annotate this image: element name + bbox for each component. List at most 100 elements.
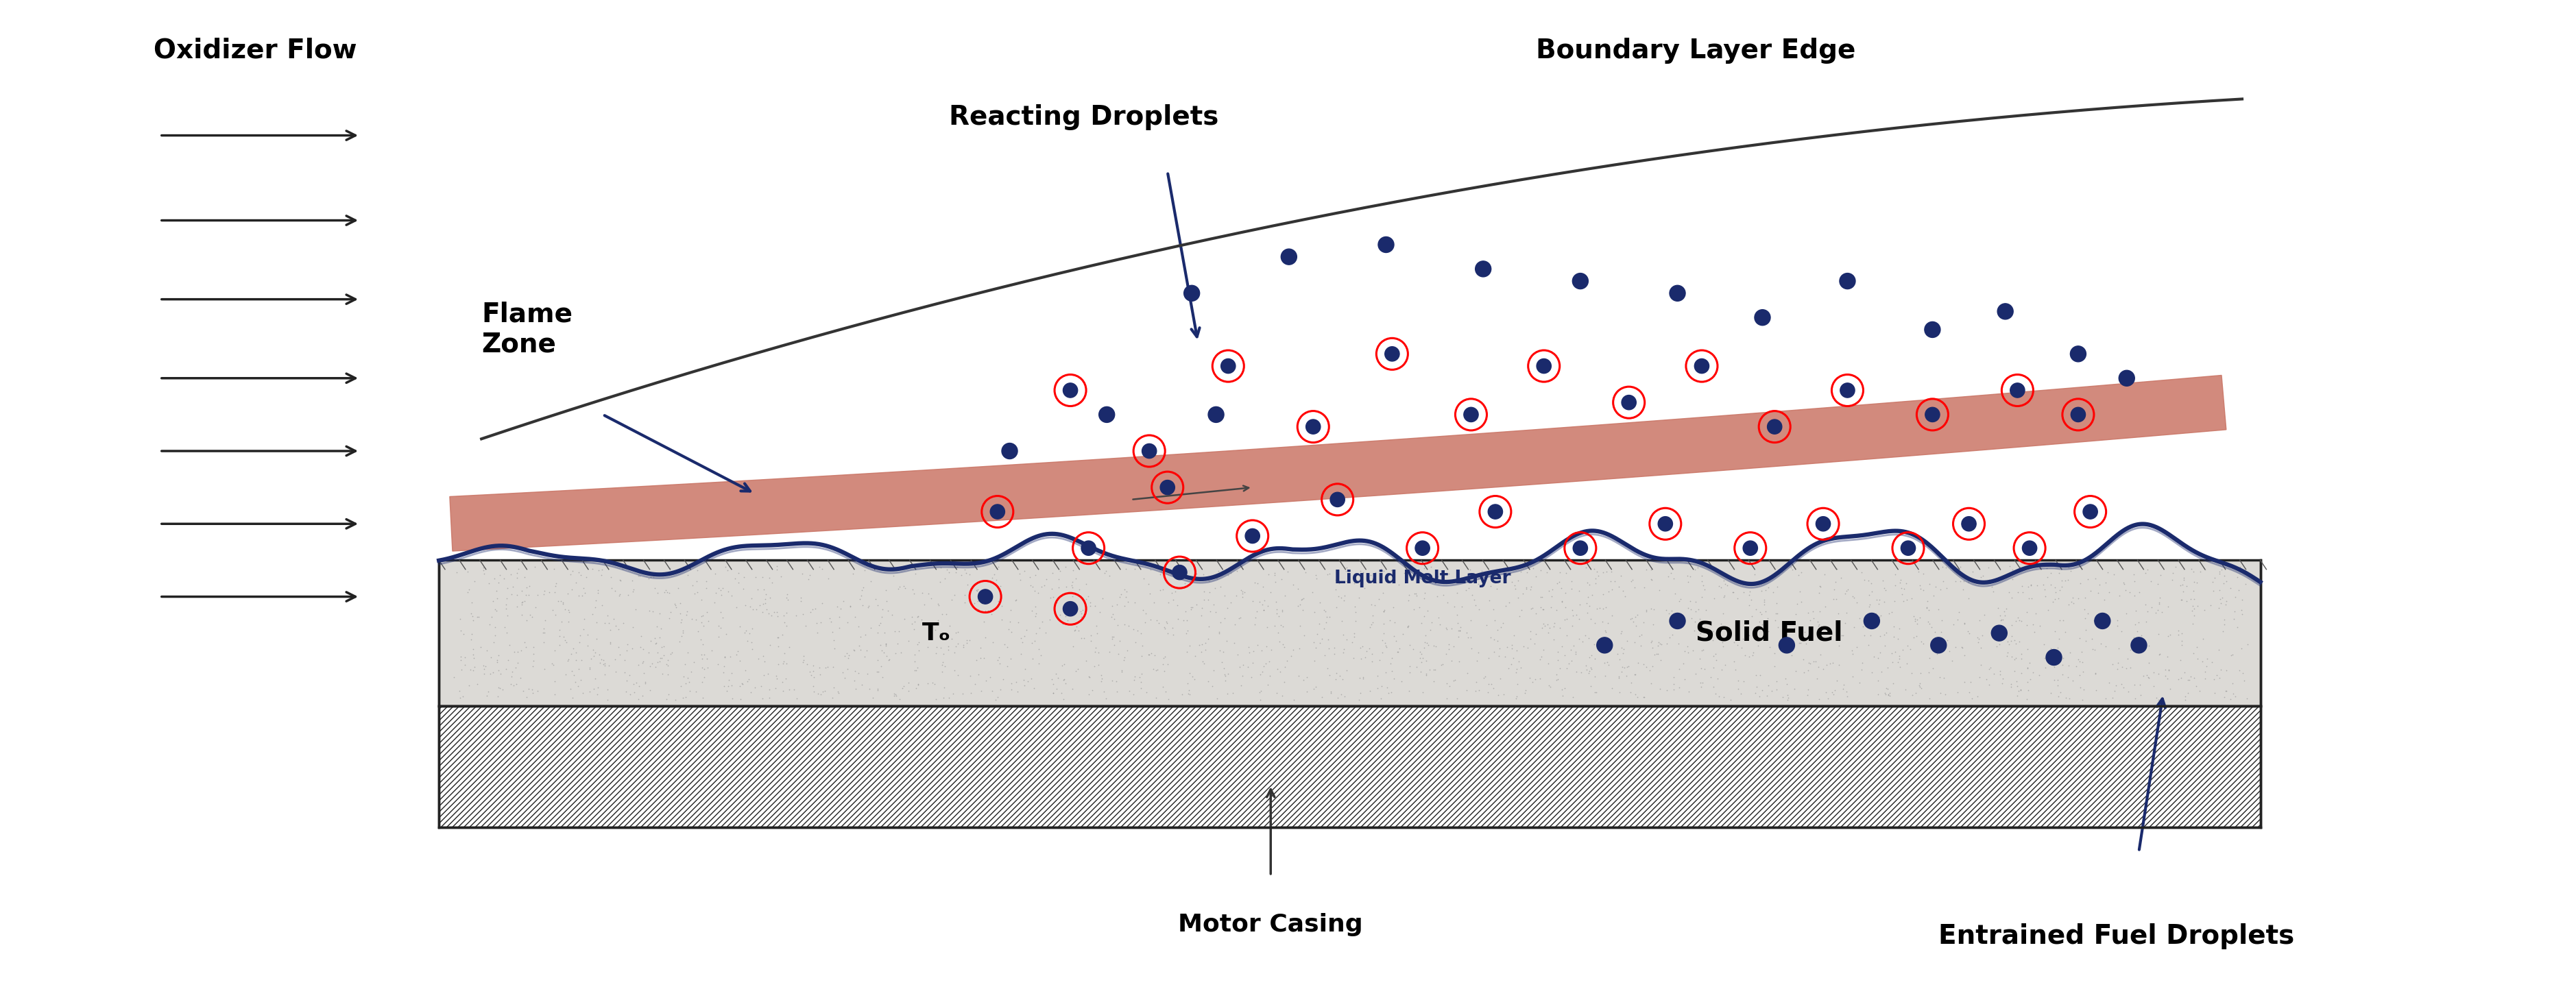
Point bbox=[1899, 679, 1940, 695]
Point bbox=[618, 568, 659, 583]
Point bbox=[1728, 587, 1770, 603]
Point bbox=[1734, 685, 1775, 701]
Point bbox=[2128, 670, 2169, 686]
Point bbox=[1363, 563, 1404, 578]
Point bbox=[1350, 597, 1391, 613]
Point bbox=[559, 565, 600, 580]
Point bbox=[1862, 580, 1904, 596]
Point bbox=[840, 638, 881, 653]
Point bbox=[574, 681, 616, 697]
Point bbox=[1388, 593, 1430, 609]
Point bbox=[2148, 662, 2190, 678]
Point bbox=[1105, 583, 1146, 599]
Point bbox=[1105, 561, 1146, 576]
Point bbox=[1865, 625, 1906, 641]
Point bbox=[605, 652, 647, 668]
Point bbox=[819, 620, 860, 636]
Point bbox=[1919, 582, 1960, 598]
Point bbox=[1947, 574, 1989, 590]
Point bbox=[2063, 589, 2105, 605]
Point bbox=[2174, 600, 2215, 616]
Point bbox=[1342, 639, 1383, 654]
Point bbox=[2195, 570, 2236, 586]
Point bbox=[618, 568, 659, 583]
Point bbox=[1752, 683, 1793, 699]
Point bbox=[585, 615, 626, 631]
Point bbox=[1994, 633, 2035, 648]
Point bbox=[1893, 609, 1935, 625]
Point bbox=[1633, 646, 1674, 662]
Point bbox=[541, 593, 582, 609]
Point bbox=[1610, 611, 1651, 627]
Point bbox=[1404, 628, 1445, 644]
Point bbox=[1886, 575, 1927, 591]
Point bbox=[1522, 602, 1564, 618]
Point bbox=[1785, 636, 1826, 651]
Point bbox=[1453, 587, 1494, 603]
Point bbox=[492, 586, 533, 602]
Text: Flame
Zone: Flame Zone bbox=[482, 302, 572, 357]
Point bbox=[2128, 603, 2169, 619]
Point bbox=[1873, 629, 1914, 645]
Point bbox=[2161, 592, 2202, 608]
Point bbox=[1216, 646, 1257, 662]
Point bbox=[1316, 564, 1358, 579]
Point bbox=[1260, 618, 1301, 634]
Point bbox=[1144, 621, 1185, 637]
Point bbox=[1785, 687, 1826, 703]
Point bbox=[577, 686, 618, 702]
Point bbox=[829, 599, 871, 615]
Point bbox=[456, 609, 497, 625]
Point bbox=[2200, 595, 2241, 611]
Point bbox=[1409, 662, 1450, 678]
Point bbox=[750, 608, 791, 624]
Point bbox=[1917, 602, 1958, 618]
Point bbox=[1182, 600, 1224, 616]
Point bbox=[1211, 560, 1252, 575]
Point bbox=[1615, 687, 1656, 703]
Point bbox=[1170, 599, 1211, 615]
Point bbox=[2043, 613, 2084, 629]
Point bbox=[1618, 655, 1659, 671]
Point bbox=[2221, 591, 2262, 607]
Point bbox=[1342, 669, 1383, 685]
Point bbox=[1309, 641, 1350, 656]
Point bbox=[1108, 683, 1149, 699]
Point bbox=[1935, 573, 1976, 589]
Point bbox=[1182, 653, 1224, 669]
Point bbox=[1824, 628, 1865, 644]
Point bbox=[860, 658, 902, 674]
Point bbox=[1221, 668, 1262, 684]
Point bbox=[631, 633, 672, 648]
Point bbox=[453, 646, 495, 662]
Point bbox=[1945, 616, 1986, 632]
Point bbox=[963, 593, 1005, 609]
Point bbox=[1458, 683, 1499, 699]
Point bbox=[1924, 670, 1965, 686]
Point bbox=[706, 559, 747, 574]
Point bbox=[1814, 654, 1855, 670]
Point bbox=[2035, 584, 2076, 600]
Point bbox=[1255, 574, 1296, 590]
Point bbox=[2128, 638, 2169, 653]
Point bbox=[984, 637, 1025, 652]
Point bbox=[1074, 598, 1115, 614]
Point bbox=[474, 570, 515, 586]
Point bbox=[580, 646, 621, 662]
Point bbox=[1358, 652, 1399, 668]
Point bbox=[896, 659, 938, 675]
Point bbox=[1736, 667, 1777, 683]
Point bbox=[1638, 636, 1680, 651]
Point bbox=[1206, 600, 1247, 616]
Point bbox=[1404, 640, 1445, 655]
Point bbox=[1499, 564, 1540, 579]
Point bbox=[726, 633, 768, 648]
Point bbox=[2025, 581, 2066, 597]
Point bbox=[688, 659, 729, 675]
Point bbox=[665, 607, 706, 623]
Point bbox=[1868, 681, 1909, 697]
Point bbox=[1754, 645, 1795, 661]
Point bbox=[768, 682, 809, 698]
Point bbox=[951, 685, 992, 701]
Point bbox=[1832, 646, 1873, 662]
